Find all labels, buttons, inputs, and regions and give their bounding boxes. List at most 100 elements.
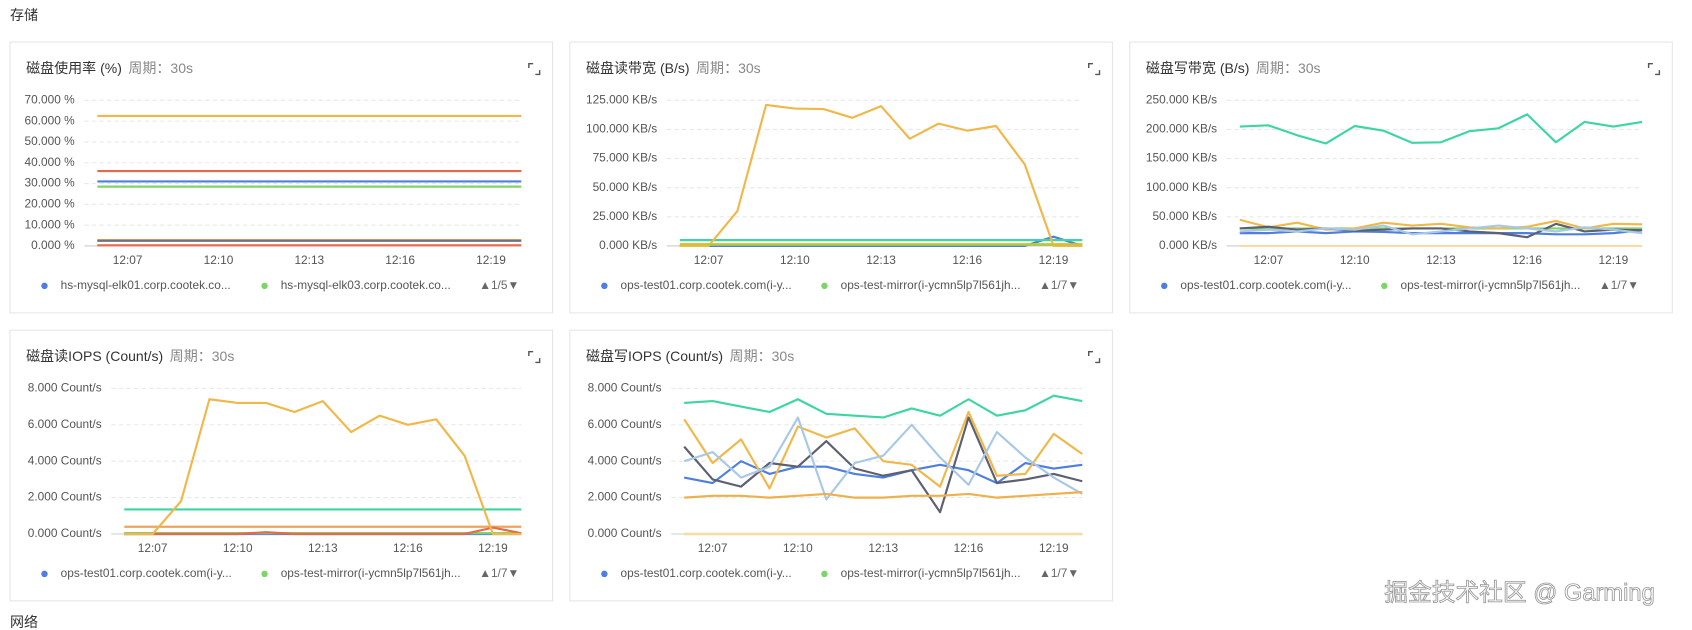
panel-border	[9, 329, 554, 602]
chart-subtitle: 周期：30s	[128, 60, 193, 76]
expand-icon[interactable]	[1088, 350, 1101, 364]
legend-label[interactable]: hs-mysql-elk01.corp.cootek.co...	[61, 278, 231, 292]
x-tick-label: 12:13	[868, 541, 898, 555]
series-line	[683, 416, 1083, 514]
series-line	[679, 235, 1083, 248]
y-tick-label: 4.000 Count/s	[588, 453, 662, 467]
chart-panel: 磁盘使用率 (%) 周期：30s 0.000 % 10.000 % 20.000 % 30…	[9, 41, 554, 314]
x-tick-label: 12:10	[780, 253, 810, 267]
series-line	[683, 410, 1083, 490]
y-tick-label: 150.000 KB/s	[1146, 151, 1217, 165]
x-tick-label: 12:19	[1599, 253, 1629, 267]
panel-border	[9, 41, 554, 314]
legend-marker	[821, 570, 828, 578]
y-tick-label: 8.000 Count/s	[28, 380, 102, 394]
x-tick-label: 12:13	[308, 541, 338, 555]
legend-label[interactable]: ops-test01.corp.cootek.com(i-y...	[621, 278, 792, 292]
y-tick-label: 50.000 KB/s	[1152, 209, 1217, 223]
legend-pager[interactable]: ▲1/7▼	[479, 566, 519, 580]
legend-pager[interactable]: ▲1/7▼	[1039, 566, 1079, 580]
legend-label[interactable]: ops-test-mirror(i-ycmn5lp7l561jh...	[841, 566, 1021, 580]
y-tick-label: 0.000 Count/s	[588, 526, 662, 540]
y-tick-label: 6.000 Count/s	[28, 417, 102, 431]
y-tick-label: 250.000 KB/s	[1146, 92, 1217, 106]
chart-header: 磁盘写IOPS (Count/s) 周期：30s	[586, 348, 794, 364]
panel-border	[569, 41, 1113, 314]
series-line	[1239, 218, 1643, 231]
y-tick-label: 0.000 %	[31, 238, 75, 252]
legend-marker	[1161, 282, 1168, 290]
legend-label[interactable]: ops-test-mirror(i-ycmn5lp7l561jh...	[1400, 278, 1580, 292]
x-tick-label: 12:16	[952, 253, 982, 267]
x-tick-label: 12:10	[783, 541, 813, 555]
x-tick-label: 12:19	[478, 541, 508, 555]
y-tick-label: 10.000 %	[25, 217, 76, 231]
x-tick-label: 12:10	[1340, 253, 1370, 267]
chart-panel: 磁盘写IOPS (Count/s) 周期：30s 0.000 Count/s 2.00…	[569, 329, 1113, 602]
legend-label[interactable]: ops-test01.corp.cootek.com(i-y...	[621, 566, 792, 580]
x-tick-label: 12:07	[694, 253, 724, 267]
expand-icon[interactable]	[528, 62, 541, 76]
legend-pager[interactable]: ▲1/5▼	[479, 278, 519, 292]
legend-marker	[601, 282, 608, 290]
y-tick-label: 70.000 %	[25, 92, 76, 106]
x-tick-label: 12:07	[698, 541, 728, 555]
x-tick-label: 12:07	[138, 541, 168, 555]
y-tick-label: 30.000 %	[25, 176, 76, 190]
legend-marker	[41, 570, 48, 578]
legend-marker	[1381, 282, 1388, 290]
x-tick-label: 12:16	[1512, 253, 1542, 267]
panel-border	[1129, 41, 1673, 314]
x-tick-label: 12:07	[113, 253, 143, 267]
series-line	[683, 416, 1083, 501]
x-tick-label: 12:16	[393, 541, 423, 555]
chart-panel: 磁盘读带宽 (B/s) 周期：30s 0.000 KB/s 25.000 KB/s 50…	[569, 41, 1113, 314]
x-tick-label: 12:07	[1254, 253, 1284, 267]
series-line	[1239, 229, 1643, 236]
y-tick-label: 50.000 %	[25, 134, 76, 148]
y-tick-label: 25.000 KB/s	[593, 209, 658, 223]
chart-title: 磁盘读带宽 (B/s)	[586, 60, 690, 76]
chart-title: 磁盘写带宽 (B/s)	[1146, 60, 1250, 76]
watermark: 掘金技术社区 @ Garming	[1384, 580, 1655, 607]
series-line	[679, 103, 1083, 248]
y-tick-label: 0.000 KB/s	[599, 238, 657, 252]
y-tick-label: 200.000 KB/s	[1146, 122, 1217, 136]
series-line	[124, 398, 522, 536]
y-tick-label: 100.000 KB/s	[1146, 180, 1217, 194]
chart-title: 磁盘读IOPS (Count/s)	[26, 348, 163, 364]
legend-pager[interactable]: ▲1/7▼	[1599, 278, 1639, 292]
x-tick-label: 12:13	[1426, 253, 1456, 267]
chart-subtitle: 周期：30s	[730, 348, 795, 364]
chart-subtitle: 周期：30s	[1256, 60, 1321, 76]
chart-header: 磁盘读IOPS (Count/s) 周期：30s	[26, 348, 234, 364]
y-tick-label: 75.000 KB/s	[593, 151, 658, 165]
series-line	[1239, 224, 1643, 236]
legend-label[interactable]: ops-test01.corp.cootek.com(i-y...	[61, 566, 232, 580]
legend-label[interactable]: ops-test-mirror(i-ycmn5lp7l561jh...	[281, 566, 461, 580]
legend-marker	[601, 570, 608, 578]
chart-panel: 磁盘写带宽 (B/s) 周期：30s 0.000 KB/s 50.000 KB/s 10…	[1129, 41, 1673, 314]
legend-pager[interactable]: ▲1/7▼	[1039, 278, 1079, 292]
expand-icon[interactable]	[1647, 62, 1661, 76]
legend-label[interactable]: ops-test-mirror(i-ycmn5lp7l561jh...	[841, 278, 1021, 292]
y-tick-label: 50.000 KB/s	[593, 180, 658, 194]
series-line	[124, 526, 522, 536]
series-line	[684, 491, 1083, 499]
legend-label[interactable]: hs-mysql-elk03.corp.cootek.co...	[281, 278, 451, 292]
y-tick-label: 2.000 Count/s	[588, 490, 662, 504]
legend-label[interactable]: ops-test01.corp.cootek.com(i-y...	[1180, 278, 1351, 292]
y-tick-label: 6.000 Count/s	[588, 417, 662, 431]
y-tick-label: 100.000 KB/s	[586, 122, 657, 136]
x-tick-label: 12:10	[223, 541, 253, 555]
chart-title: 磁盘写IOPS (Count/s)	[586, 348, 723, 364]
chart-header: 磁盘使用率 (%) 周期：30s	[26, 60, 193, 76]
legend-marker	[261, 570, 268, 578]
expand-icon[interactable]	[528, 350, 541, 364]
series-line	[1239, 113, 1643, 145]
y-tick-label: 0.000 KB/s	[1159, 238, 1217, 252]
expand-icon[interactable]	[1088, 62, 1101, 76]
x-tick-label: 12:19	[1039, 253, 1069, 267]
